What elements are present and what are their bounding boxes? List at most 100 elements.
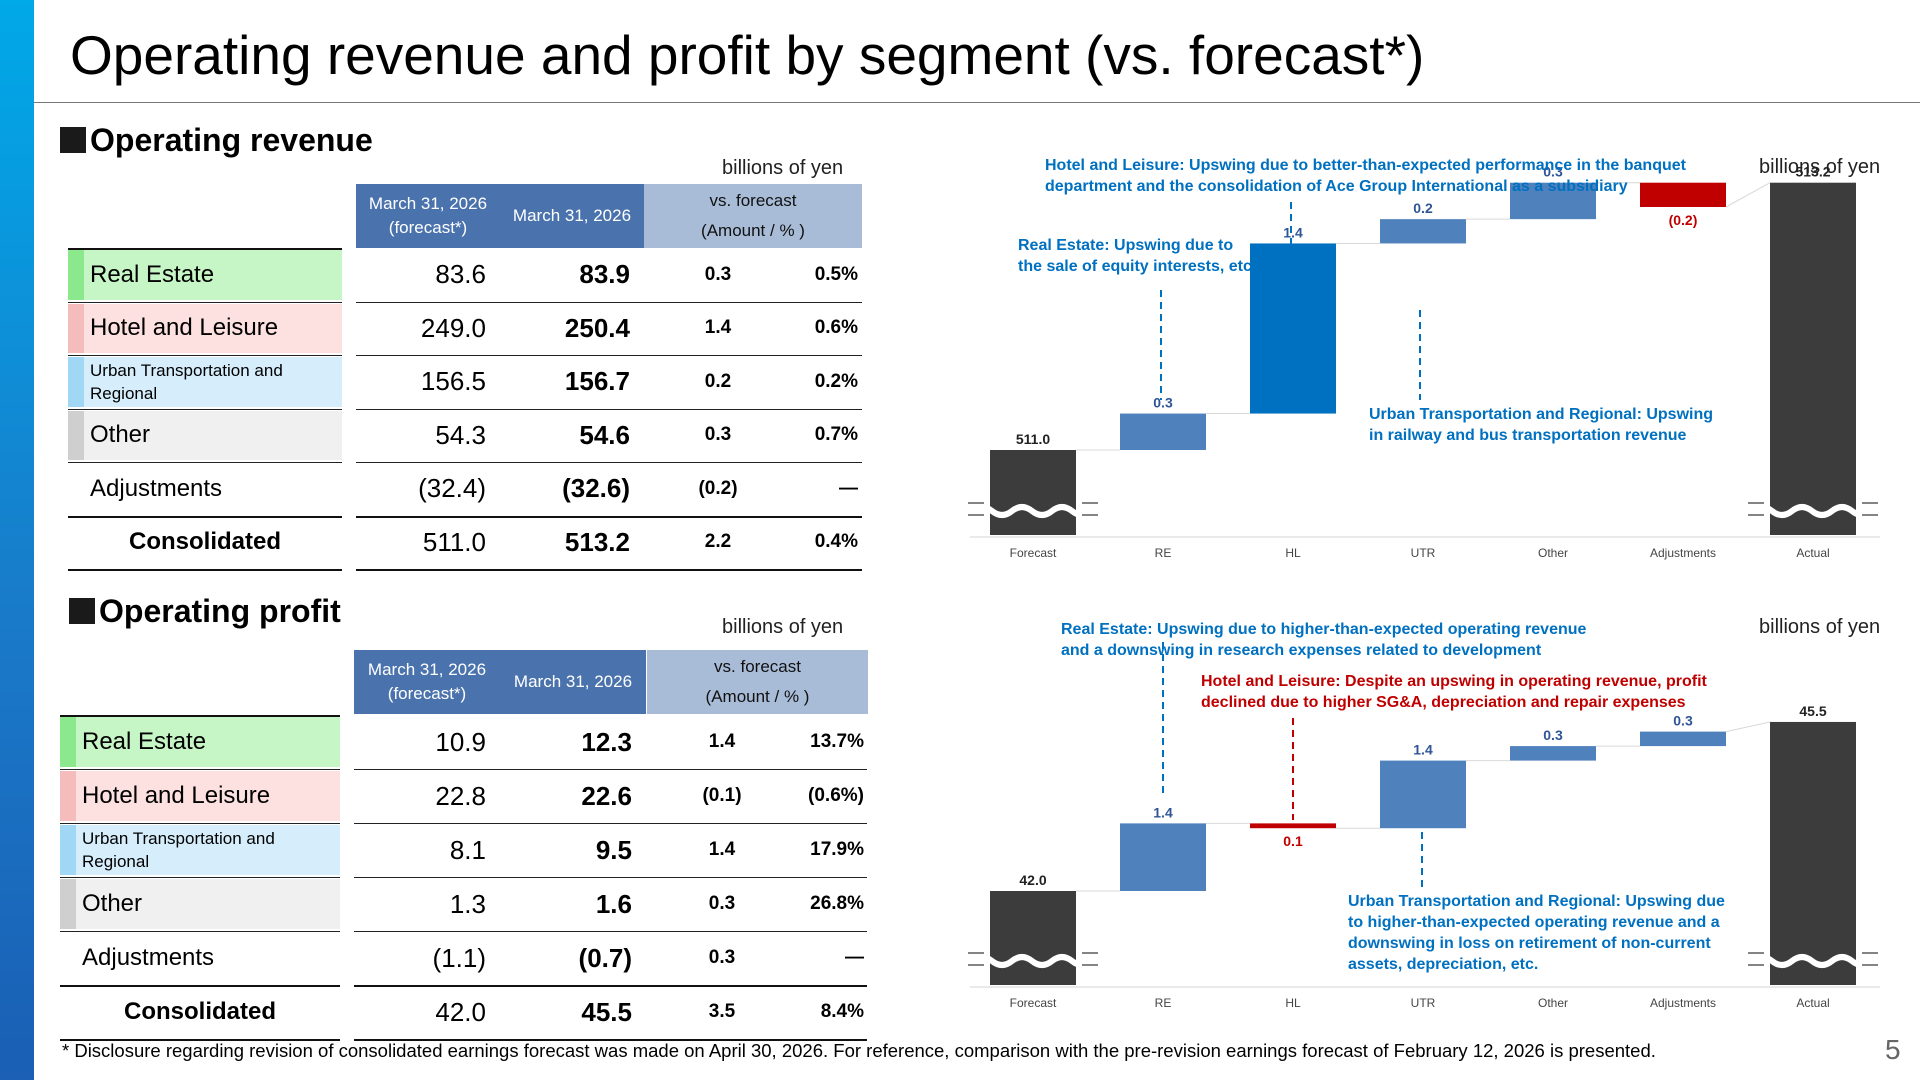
row-label: Consolidated (123, 998, 276, 1025)
footnote: * Disclosure regarding revision of conso… (62, 1040, 1656, 1061)
row-label: Hotel and Leisure (60, 771, 340, 821)
cell-percent: 0.6% (814, 317, 858, 339)
axis-break-gap (1750, 504, 1874, 518)
cell-percent: 26.8% (810, 893, 864, 914)
row-divider (354, 931, 867, 932)
value-label: 0.1 (1283, 833, 1303, 849)
waterfall-bar-forecast (990, 891, 1076, 985)
title-divider (34, 102, 1920, 103)
cell-percent: ― (839, 477, 858, 499)
row-label: Adjustments (82, 944, 215, 971)
chart-annotation-hl: Hotel and Leisure: Upswing due to better… (1045, 157, 1686, 195)
cell-forecast: 8.1 (449, 834, 486, 865)
cell-actual: 9.5 (595, 834, 632, 865)
category-label: Forecast (1010, 996, 1057, 1010)
waterfall-bar-utr (1380, 760, 1466, 829)
cell-forecast: 54.3 (435, 419, 486, 450)
value-label: 0.3 (1673, 713, 1693, 729)
category-label: Forecast (1010, 546, 1057, 560)
revenue-unit-label: billions of yen (722, 157, 844, 179)
cell-actual: 156.7 (564, 366, 630, 397)
side-accent-bar (0, 0, 34, 1080)
cell-actual: 45.5 (581, 996, 632, 1027)
header-vs-forecast-line1: vs. forecast (714, 657, 801, 676)
row-divider (60, 1039, 340, 1041)
revenue-chart-unit: billions of yen (1759, 156, 1881, 178)
cell-percent: 8.4% (820, 1001, 864, 1022)
category-label: Adjustments (1650, 996, 1716, 1010)
row-divider (354, 769, 867, 770)
header-vs-forecast-line2: (Amount / % ) (705, 687, 810, 706)
row-color-strip (60, 771, 76, 821)
header-actual: March 31, 2026 (500, 650, 646, 714)
row-color-strip (68, 250, 84, 300)
cell-amount: 2.2 (704, 531, 732, 553)
cell-amount: 3.5 (708, 1001, 736, 1022)
table-top-rule (68, 248, 342, 250)
row-label: Other (60, 879, 340, 929)
axis-break-gap (970, 954, 1094, 968)
cell-amount: 0.3 (708, 947, 736, 968)
category-label: UTR (1411, 996, 1436, 1010)
header-forecast: March 31, 2026 (forecast*) (356, 184, 500, 248)
cell-percent: 17.9% (810, 839, 864, 860)
connector-line (1725, 721, 1771, 733)
row-label: Consolidated (128, 528, 281, 556)
value-label: 1.4 (1283, 224, 1303, 240)
row-divider (68, 301, 342, 303)
category-label: RE (1155, 996, 1172, 1010)
table-top-rule (60, 715, 340, 717)
cell-actual: 83.9 (579, 259, 630, 290)
waterfall-bar-other (1510, 746, 1596, 761)
row-divider (68, 355, 342, 356)
waterfall-bar-forecast (990, 450, 1076, 535)
waterfall-bar-adjustments (1640, 731, 1726, 747)
row-divider (68, 569, 342, 571)
cell-forecast: 22.8 (435, 780, 486, 811)
row-label: Urban Transportation and Regional (60, 825, 340, 875)
row-divider (60, 823, 340, 824)
row-label: Real Estate (68, 250, 342, 300)
waterfall-bar-hl (1250, 823, 1336, 829)
square-bullet-icon (60, 127, 86, 153)
row-label: Hotel and Leisure (68, 303, 342, 353)
row-divider (356, 301, 862, 303)
row-divider (354, 1039, 867, 1041)
cell-forecast: 249.0 (420, 312, 486, 343)
cell-amount: 0.3 (704, 424, 732, 446)
page-number: 5 (1885, 1034, 1901, 1065)
revenue-section-title-text: Operating revenue (90, 122, 373, 158)
header-vs-forecast-line2: (Amount / % ) (701, 221, 805, 240)
cell-actual: 22.6 (581, 780, 632, 811)
row-divider (356, 408, 862, 410)
category-label: Adjustments (1650, 546, 1716, 560)
category-label: RE (1155, 546, 1172, 560)
waterfall-bar-re (1120, 413, 1206, 450)
cell-forecast: 1.3 (449, 888, 486, 919)
chart-annotation-utr: Urban Transportation and Regional: Upswi… (1369, 406, 1714, 444)
cell-forecast: 42.0 (435, 996, 486, 1027)
chart-annotation-hl: Hotel and Leisure: Despite an upswing in… (1201, 673, 1707, 711)
row-color-strip (60, 717, 76, 767)
waterfall-bar-actual (1770, 182, 1856, 535)
cell-amount: (0.2) (698, 477, 738, 499)
revenue-waterfall-chart: 511.0 Forecast 0.3 RE 1.4 HL 0.2 UTR 0.3 Other (0.… (968, 164, 1880, 560)
chart-annotation-re: Real Estate: Upswing due to the sale of … (1018, 237, 1257, 275)
row-divider (356, 569, 862, 571)
profit-chart-unit: billions of yen (1759, 616, 1881, 638)
row-divider (356, 462, 862, 463)
row-label: Urban Transportation and Regional (68, 357, 342, 407)
cell-percent: 0.4% (814, 531, 858, 553)
cell-percent: (0.6%) (808, 785, 864, 806)
cell-percent: 0.5% (814, 263, 858, 285)
cell-amount: 1.4 (708, 839, 736, 860)
row-divider (356, 515, 862, 518)
value-label: 1.4 (1413, 742, 1433, 758)
row-divider (68, 462, 342, 463)
axis-break-gap (970, 504, 1094, 518)
cell-percent: 13.7% (810, 731, 864, 752)
row-divider (68, 515, 342, 518)
row-divider (60, 769, 340, 770)
axis-break-gap (1750, 954, 1874, 968)
waterfall-bar-other (1510, 182, 1596, 220)
